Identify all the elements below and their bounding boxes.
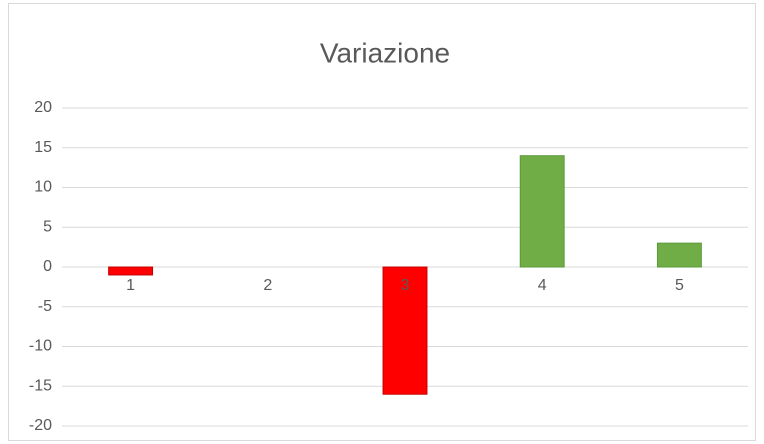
y-tick-label: -20 (29, 417, 52, 434)
y-tick-label: 15 (34, 139, 52, 156)
y-tick-label: -5 (38, 298, 52, 315)
bar (382, 266, 428, 395)
y-tick-label: -15 (29, 377, 52, 394)
y-tick-label: 20 (34, 99, 52, 116)
y-tick-label: 0 (43, 258, 52, 275)
bar (108, 266, 154, 276)
x-tick-label: 3 (401, 277, 410, 294)
x-tick-label: 5 (675, 277, 684, 294)
bar (656, 242, 702, 268)
x-tick-label: 2 (263, 277, 272, 294)
x-tick-label: 4 (538, 277, 547, 294)
y-tick-label: 5 (43, 218, 52, 235)
y-tick-label: 10 (34, 179, 52, 196)
y-tick-label: -10 (29, 338, 52, 355)
x-tick-label: 1 (126, 277, 135, 294)
chart-frame (8, 3, 756, 441)
chart-title: Variazione (320, 37, 450, 68)
bar (519, 155, 565, 268)
